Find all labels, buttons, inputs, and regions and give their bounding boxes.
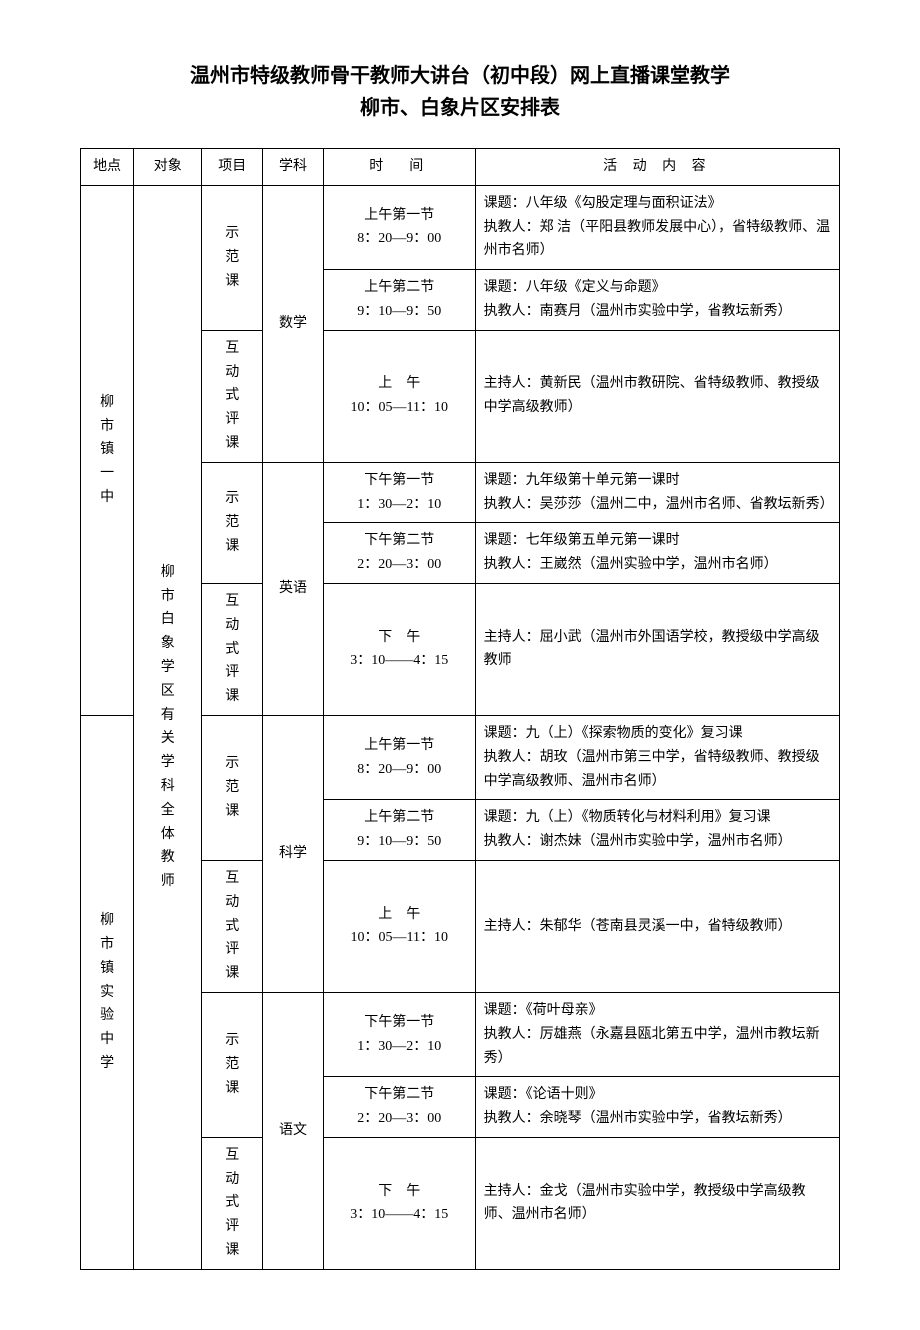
- cell-activity: 主持人：朱郁华（苍南县灵溪一中，省特级教师）: [475, 860, 839, 992]
- title-line-2: 柳市、白象片区安排表: [80, 92, 840, 124]
- cell-project-review: 互动式评课: [202, 330, 263, 462]
- cell-time: 下午第二节2：20—3：00: [323, 523, 475, 584]
- cell-activity: 课题：八年级《定义与命题》执教人：南赛月（温州市实验中学，省教坛新秀）: [475, 270, 839, 331]
- table-header-row: 地点 对象 项目 学科 时 间 活 动 内 容: [81, 149, 840, 186]
- th-location: 地点: [81, 149, 134, 186]
- cell-time: 上午第二节9：10—9：50: [323, 800, 475, 861]
- cell-project-demo: 示范课: [202, 462, 263, 583]
- cell-project-review: 互动式评课: [202, 1137, 263, 1269]
- cell-time: 上午第一节8：20—9：00: [323, 185, 475, 269]
- th-project: 项目: [202, 149, 263, 186]
- cell-project-demo: 示范课: [202, 185, 263, 330]
- cell-time: 下 午3：10——4：15: [323, 1137, 475, 1269]
- cell-activity: 课题：八年级《勾股定理与面积证法》执教人：郑 洁（平阳县教师发展中心），省特级教…: [475, 185, 839, 269]
- cell-time: 下午第一节1：30—2：10: [323, 462, 475, 523]
- cell-activity: 课题：《论语十则》执教人：余晓琴（温州市实验中学，省教坛新秀）: [475, 1077, 839, 1138]
- cell-project-review: 互动式评课: [202, 583, 263, 715]
- th-subject: 学科: [263, 149, 324, 186]
- title-line-1: 温州市特级教师骨干教师大讲台（初中段）网上直播课堂教学: [80, 60, 840, 92]
- cell-activity: 课题：《荷叶母亲》执教人：厉雄燕（永嘉县瓯北第五中学，温州市教坛新秀）: [475, 992, 839, 1076]
- cell-subject-chinese: 语文: [263, 992, 324, 1269]
- table-row: 柳市镇一中 柳市白象学区有关学科全体教师 示范课 数学 上午第一节8：20—9：…: [81, 185, 840, 269]
- cell-activity: 课题：九（上）《物质转化与材料利用》复习课执教人：谢杰妹（温州市实验中学，温州市…: [475, 800, 839, 861]
- schedule-table: 地点 对象 项目 学科 时 间 活 动 内 容 柳市镇一中 柳市白象学区有关学科…: [80, 148, 840, 1270]
- cell-audience: 柳市白象学区有关学科全体教师: [134, 185, 202, 1269]
- cell-time: 下 午3：10——4：15: [323, 583, 475, 715]
- cell-time: 上 午10：05—11：10: [323, 860, 475, 992]
- cell-project-review: 互动式评课: [202, 860, 263, 992]
- th-activity: 活 动 内 容: [475, 149, 839, 186]
- cell-time: 上午第二节9：10—9：50: [323, 270, 475, 331]
- cell-time: 下午第一节1：30—2：10: [323, 992, 475, 1076]
- cell-activity: 主持人：黄新民（温州市教研院、省特级教师、教授级中学高级教师）: [475, 330, 839, 462]
- cell-time: 上 午10：05—11：10: [323, 330, 475, 462]
- cell-subject-science: 科学: [263, 715, 324, 992]
- cell-activity: 课题：九（上）《探索物质的变化》复习课执教人：胡玫（温州市第三中学，省特级教师、…: [475, 715, 839, 799]
- cell-project-demo: 示范课: [202, 715, 263, 860]
- cell-activity: 课题：九年级第十单元第一课时执教人：吴莎莎（温州二中，温州市名师、省教坛新秀）: [475, 462, 839, 523]
- cell-project-demo: 示范课: [202, 992, 263, 1137]
- cell-activity: 课题：七年级第五单元第一课时执教人：王崴然（温州实验中学，温州市名师）: [475, 523, 839, 584]
- cell-subject-math: 数学: [263, 185, 324, 462]
- page-title: 温州市特级教师骨干教师大讲台（初中段）网上直播课堂教学 柳市、白象片区安排表: [80, 60, 840, 124]
- cell-subject-english: 英语: [263, 462, 324, 715]
- cell-time: 下午第二节2：20—3：00: [323, 1077, 475, 1138]
- th-time: 时 间: [323, 149, 475, 186]
- cell-location-1: 柳市镇一中: [81, 185, 134, 715]
- cell-location-2: 柳市镇实验中学: [81, 715, 134, 1269]
- cell-time: 上午第一节8：20—9：00: [323, 715, 475, 799]
- cell-activity: 主持人：金戈（温州市实验中学，教授级中学高级教师、温州市名师）: [475, 1137, 839, 1269]
- th-audience: 对象: [134, 149, 202, 186]
- cell-activity: 主持人：屈小武（温州市外国语学校，教授级中学高级教师: [475, 583, 839, 715]
